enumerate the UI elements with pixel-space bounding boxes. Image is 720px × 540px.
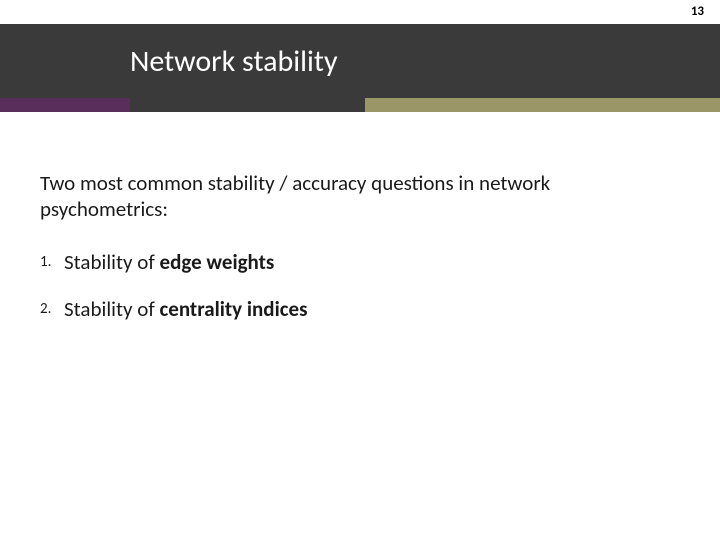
list-prefix: Stability of: [64, 249, 160, 275]
content-area: Two most common stability / accuracy que…: [40, 170, 680, 343]
accent-row: [0, 98, 720, 112]
list-number: 1.: [40, 249, 64, 276]
list-body: Stability of edge weights: [64, 249, 680, 276]
accent-left: [0, 98, 130, 112]
list-bold: edge weights: [160, 249, 275, 275]
list-item: 1. Stability of edge weights: [40, 249, 680, 276]
list-number: 2.: [40, 296, 64, 323]
list-bold: centrality indices: [160, 296, 308, 322]
slide-title: Network stability: [130, 43, 338, 80]
header-block: Network stability: [0, 24, 720, 112]
intro-text: Two most common stability / accuracy que…: [40, 170, 680, 223]
list-prefix: Stability of: [64, 296, 160, 322]
numbered-list: 1. Stability of edge weights 2. Stabilit…: [40, 249, 680, 324]
page-number: 13: [691, 4, 704, 19]
slide: 13 Network stability Two most common sta…: [0, 0, 720, 540]
title-bar: Network stability: [0, 24, 720, 98]
list-body: Stability of centrality indices: [64, 296, 680, 323]
list-item: 2. Stability of centrality indices: [40, 296, 680, 323]
accent-middle: [130, 98, 365, 112]
accent-right: [365, 98, 720, 112]
